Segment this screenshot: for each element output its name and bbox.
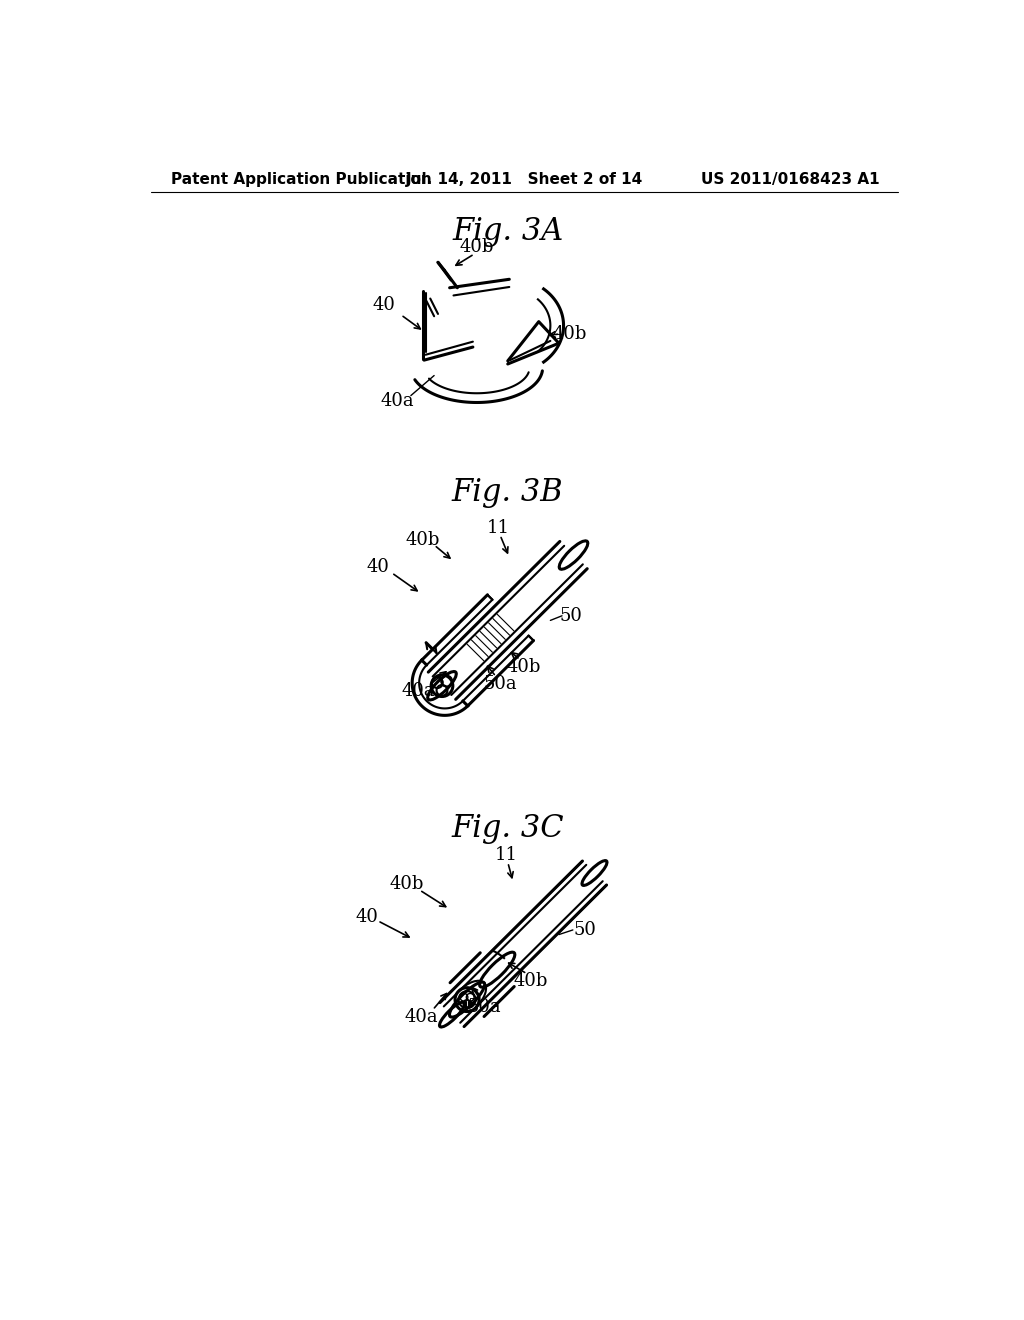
Text: 50: 50 xyxy=(560,607,583,624)
Text: 40b: 40b xyxy=(553,325,587,343)
Text: 50: 50 xyxy=(573,921,597,939)
Text: Patent Application Publication: Patent Application Publication xyxy=(171,173,431,187)
Text: 40b: 40b xyxy=(390,875,424,892)
Text: Fig. 3B: Fig. 3B xyxy=(452,477,563,508)
Text: 40b: 40b xyxy=(460,238,494,256)
Text: 40b: 40b xyxy=(506,657,541,676)
Text: 40a: 40a xyxy=(404,1008,438,1026)
Text: 40a: 40a xyxy=(381,392,415,411)
Text: 50a: 50a xyxy=(483,676,517,693)
Text: 40: 40 xyxy=(355,908,378,925)
Text: 11: 11 xyxy=(495,846,518,865)
Text: Jul. 14, 2011   Sheet 2 of 14: Jul. 14, 2011 Sheet 2 of 14 xyxy=(407,173,643,187)
Text: 40: 40 xyxy=(373,296,395,314)
Text: Fig. 3A: Fig. 3A xyxy=(453,216,563,247)
Text: Fig. 3C: Fig. 3C xyxy=(452,813,564,843)
Text: 40: 40 xyxy=(367,557,389,576)
Text: US 2011/0168423 A1: US 2011/0168423 A1 xyxy=(701,173,880,187)
Text: 50a: 50a xyxy=(468,998,502,1016)
Text: 11: 11 xyxy=(487,519,510,537)
Text: 40b: 40b xyxy=(406,531,439,549)
Text: 40a: 40a xyxy=(401,682,435,700)
Text: 40b: 40b xyxy=(514,972,548,990)
